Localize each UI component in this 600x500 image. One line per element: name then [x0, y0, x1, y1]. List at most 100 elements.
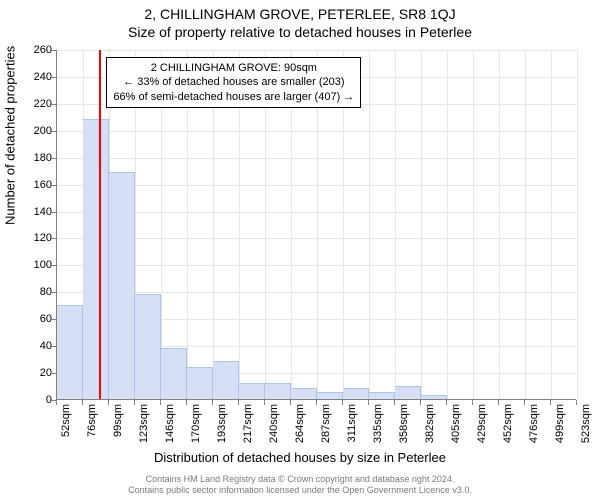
histogram-bar	[187, 367, 213, 399]
x-tick-mark	[368, 400, 369, 405]
y-tick-mark	[51, 212, 56, 213]
histogram-bar	[239, 383, 265, 399]
x-tick-mark	[56, 400, 57, 405]
y-tick-mark	[51, 185, 56, 186]
gridline-v	[473, 50, 474, 399]
chart-container: 2, CHILLINGHAM GROVE, PETERLEE, SR8 1QJ …	[0, 0, 600, 500]
gridline-v	[369, 50, 370, 399]
x-tick-label: 499sqm	[554, 404, 566, 464]
x-tick-mark	[186, 400, 187, 405]
x-tick-label: 311sqm	[346, 404, 358, 464]
x-tick-label: 287sqm	[320, 404, 332, 464]
x-tick-label: 193sqm	[216, 404, 228, 464]
x-tick-label: 240sqm	[268, 404, 280, 464]
histogram-bar	[265, 383, 291, 399]
x-tick-label: 170sqm	[190, 404, 202, 464]
histogram-bar	[317, 392, 343, 399]
plot-area: 2 CHILLINGHAM GROVE: 90sqm ← 33% of deta…	[56, 50, 576, 400]
footer-line1: Contains HM Land Registry data © Crown c…	[0, 474, 600, 485]
y-tick-mark	[51, 77, 56, 78]
histogram-bar	[161, 348, 187, 399]
x-tick-label: 99sqm	[112, 404, 124, 464]
x-tick-mark	[576, 400, 577, 405]
y-tick-label: 80	[12, 286, 52, 298]
y-tick-label: 120	[12, 232, 52, 244]
x-tick-label: 76sqm	[86, 404, 98, 464]
y-tick-label: 60	[12, 313, 52, 325]
y-tick-label: 0	[12, 394, 52, 406]
histogram-bar	[135, 294, 161, 399]
annotation-box: 2 CHILLINGHAM GROVE: 90sqm ← 33% of deta…	[106, 57, 361, 108]
histogram-bar	[109, 172, 135, 400]
gridline-v	[551, 50, 552, 399]
x-tick-mark	[264, 400, 265, 405]
y-tick-mark	[51, 50, 56, 51]
x-tick-mark	[290, 400, 291, 405]
x-tick-label: 146sqm	[164, 404, 176, 464]
y-tick-mark	[51, 292, 56, 293]
property-marker-line	[99, 50, 101, 399]
gridline-v	[447, 50, 448, 399]
histogram-bar	[395, 386, 421, 399]
x-tick-label: 358sqm	[398, 404, 410, 464]
annotation-line1: 2 CHILLINGHAM GROVE: 90sqm	[113, 61, 354, 75]
y-tick-mark	[51, 238, 56, 239]
x-tick-mark	[446, 400, 447, 405]
x-tick-mark	[82, 400, 83, 405]
y-tick-label: 20	[12, 367, 52, 379]
y-tick-label: 220	[12, 98, 52, 110]
chart-title-address: 2, CHILLINGHAM GROVE, PETERLEE, SR8 1QJ	[0, 0, 600, 22]
histogram-bar	[343, 388, 369, 399]
x-tick-mark	[524, 400, 525, 405]
y-tick-mark	[51, 346, 56, 347]
histogram-bar	[83, 119, 109, 399]
y-tick-mark	[51, 319, 56, 320]
x-tick-label: 429sqm	[476, 404, 488, 464]
histogram-bar	[57, 305, 83, 399]
histogram-bar	[291, 388, 317, 399]
x-tick-mark	[160, 400, 161, 405]
x-tick-label: 382sqm	[424, 404, 436, 464]
x-tick-label: 405sqm	[450, 404, 462, 464]
x-tick-mark	[316, 400, 317, 405]
gridline-v	[421, 50, 422, 399]
x-tick-label: 123sqm	[138, 404, 150, 464]
x-tick-mark	[420, 400, 421, 405]
x-tick-mark	[550, 400, 551, 405]
footer-attribution: Contains HM Land Registry data © Crown c…	[0, 474, 600, 496]
y-tick-mark	[51, 373, 56, 374]
x-tick-label: 523sqm	[580, 404, 592, 464]
x-tick-label: 476sqm	[528, 404, 540, 464]
footer-line2: Contains public sector information licen…	[0, 485, 600, 496]
y-tick-label: 240	[12, 71, 52, 83]
x-tick-mark	[134, 400, 135, 405]
y-tick-mark	[51, 131, 56, 132]
y-tick-mark	[51, 104, 56, 105]
annotation-line3: 66% of semi-detached houses are larger (…	[113, 90, 354, 104]
y-tick-label: 140	[12, 206, 52, 218]
x-tick-mark	[108, 400, 109, 405]
y-tick-mark	[51, 158, 56, 159]
x-tick-mark	[342, 400, 343, 405]
x-tick-mark	[394, 400, 395, 405]
y-tick-label: 160	[12, 179, 52, 191]
x-tick-label: 264sqm	[294, 404, 306, 464]
y-tick-label: 40	[12, 340, 52, 352]
gridline-v	[577, 50, 578, 399]
histogram-bar	[213, 361, 239, 399]
x-tick-mark	[238, 400, 239, 405]
gridline-v	[499, 50, 500, 399]
x-tick-mark	[212, 400, 213, 405]
y-tick-label: 100	[12, 259, 52, 271]
y-tick-mark	[51, 265, 56, 266]
histogram-bar	[369, 392, 395, 399]
histogram-bar	[421, 395, 447, 399]
annotation-line2: ← 33% of detached houses are smaller (20…	[113, 75, 354, 89]
x-tick-mark	[472, 400, 473, 405]
x-tick-label: 52sqm	[60, 404, 72, 464]
y-tick-label: 260	[12, 44, 52, 56]
x-tick-label: 217sqm	[242, 404, 254, 464]
chart-subtitle: Size of property relative to detached ho…	[0, 22, 600, 40]
x-tick-label: 452sqm	[502, 404, 514, 464]
x-tick-label: 335sqm	[372, 404, 384, 464]
